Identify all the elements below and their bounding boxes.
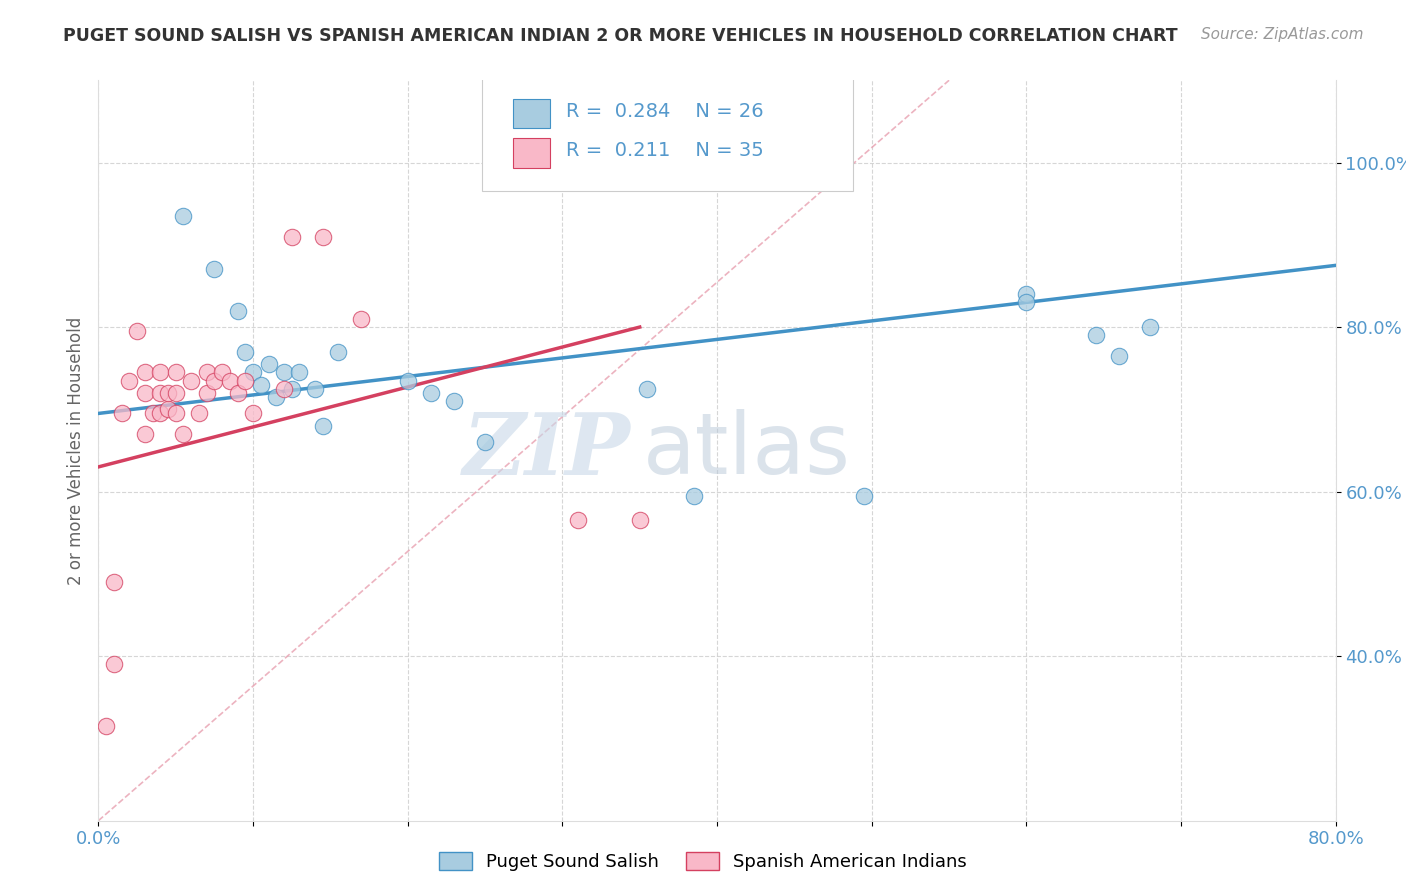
Point	[312, 418, 335, 433]
Point	[312, 229, 335, 244]
FancyBboxPatch shape	[513, 99, 550, 128]
Point	[326, 344, 350, 359]
Point	[103, 657, 125, 672]
Point	[134, 365, 156, 379]
Point	[141, 407, 165, 421]
Point	[474, 435, 496, 450]
Point	[1015, 287, 1038, 301]
Point	[1015, 295, 1038, 310]
Point	[219, 374, 242, 388]
Point	[257, 357, 280, 371]
Point	[683, 489, 706, 503]
Text: ZIP: ZIP	[463, 409, 630, 492]
Point	[288, 365, 311, 379]
Point	[165, 385, 187, 400]
Point	[273, 382, 295, 396]
Point	[149, 407, 172, 421]
Point	[204, 262, 226, 277]
Point	[195, 365, 218, 379]
Point	[273, 365, 295, 379]
Point	[304, 382, 326, 396]
Point	[111, 407, 132, 421]
Point	[1085, 328, 1108, 343]
Point	[149, 385, 172, 400]
Text: Source: ZipAtlas.com: Source: ZipAtlas.com	[1201, 27, 1364, 42]
Point	[628, 513, 651, 527]
FancyBboxPatch shape	[513, 138, 550, 168]
Point	[188, 407, 211, 421]
Point	[1108, 349, 1130, 363]
Point	[233, 344, 257, 359]
Point	[118, 374, 141, 388]
Text: R =  0.211    N = 35: R = 0.211 N = 35	[567, 141, 763, 161]
Point	[567, 513, 589, 527]
Point	[134, 427, 156, 442]
Point	[250, 377, 273, 392]
Point	[195, 385, 218, 400]
Point	[172, 427, 194, 442]
Point	[127, 324, 149, 338]
Point	[149, 365, 172, 379]
Point	[180, 374, 202, 388]
Point	[852, 489, 875, 503]
FancyBboxPatch shape	[482, 77, 853, 191]
Point	[1139, 320, 1161, 334]
Point	[233, 374, 257, 388]
Point	[419, 385, 441, 400]
Legend: Puget Sound Salish, Spanish American Indians: Puget Sound Salish, Spanish American Ind…	[432, 845, 974, 879]
Point	[350, 311, 373, 326]
Point	[157, 402, 180, 417]
Point	[165, 365, 187, 379]
Point	[226, 385, 249, 400]
Point	[165, 407, 187, 421]
Point	[264, 390, 288, 404]
Point	[103, 575, 125, 590]
Point	[134, 385, 156, 400]
Point	[242, 365, 264, 379]
Point	[211, 365, 233, 379]
Point	[636, 382, 658, 396]
Point	[443, 394, 465, 409]
Point	[226, 303, 249, 318]
Point	[96, 719, 118, 733]
Point	[172, 209, 194, 223]
Point	[204, 374, 226, 388]
Text: R =  0.284    N = 26: R = 0.284 N = 26	[567, 102, 763, 121]
Point	[396, 374, 419, 388]
Point	[281, 229, 304, 244]
Text: atlas: atlas	[643, 409, 851, 492]
Point	[242, 407, 264, 421]
Point	[281, 382, 304, 396]
Point	[157, 385, 180, 400]
Text: PUGET SOUND SALISH VS SPANISH AMERICAN INDIAN 2 OR MORE VEHICLES IN HOUSEHOLD CO: PUGET SOUND SALISH VS SPANISH AMERICAN I…	[63, 27, 1178, 45]
Y-axis label: 2 or more Vehicles in Household: 2 or more Vehicles in Household	[66, 317, 84, 584]
